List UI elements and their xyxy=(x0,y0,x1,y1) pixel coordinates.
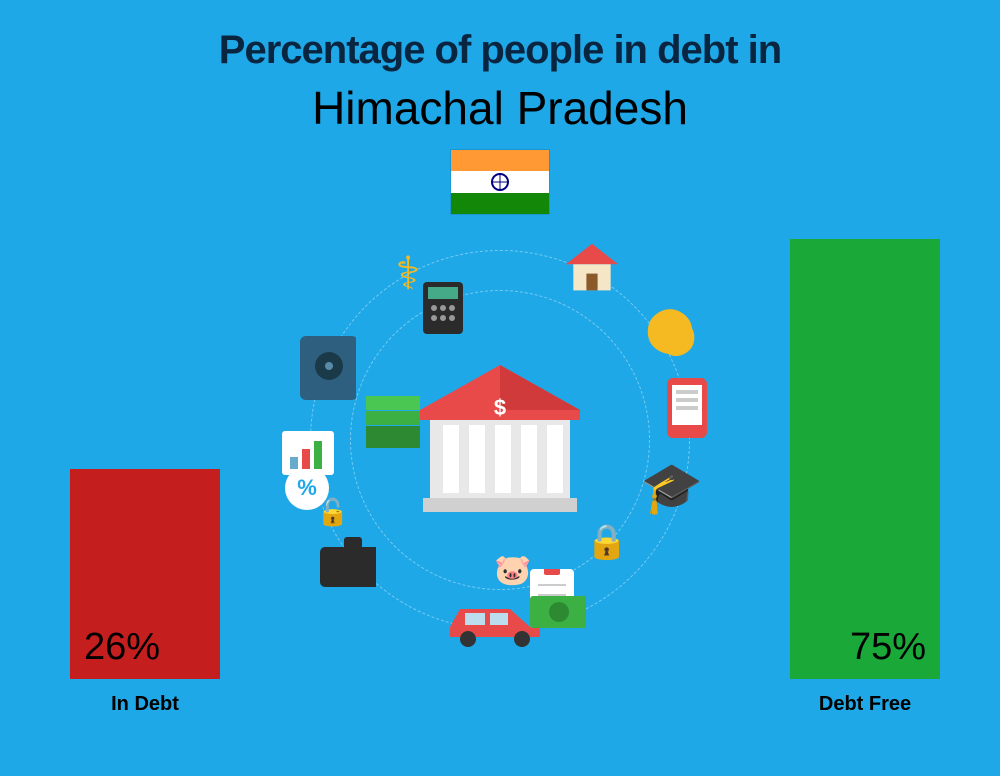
flag-white xyxy=(451,171,549,192)
page-title: Percentage of people in debt in xyxy=(0,0,1000,73)
bar-chart: 26% In Debt 75% Debt Free xyxy=(0,236,1000,716)
bar-in-debt: 26% In Debt xyxy=(70,469,220,716)
bar-value-in-debt: 26% xyxy=(70,626,220,669)
bar-rect-in-debt: 26% xyxy=(70,469,220,679)
bar-debt-free: 75% Debt Free xyxy=(790,239,940,716)
flag-saffron xyxy=(451,150,549,171)
bar-value-debt-free: 75% xyxy=(790,626,940,669)
bar-rect-debt-free: 75% xyxy=(790,239,940,679)
page-subtitle: Himachal Pradesh xyxy=(0,81,1000,135)
india-flag-icon xyxy=(450,149,550,215)
bar-label-debt-free: Debt Free xyxy=(790,693,940,716)
ashoka-chakra-icon xyxy=(491,173,509,191)
bar-label-in-debt: In Debt xyxy=(70,693,220,716)
flag-green xyxy=(451,193,549,214)
